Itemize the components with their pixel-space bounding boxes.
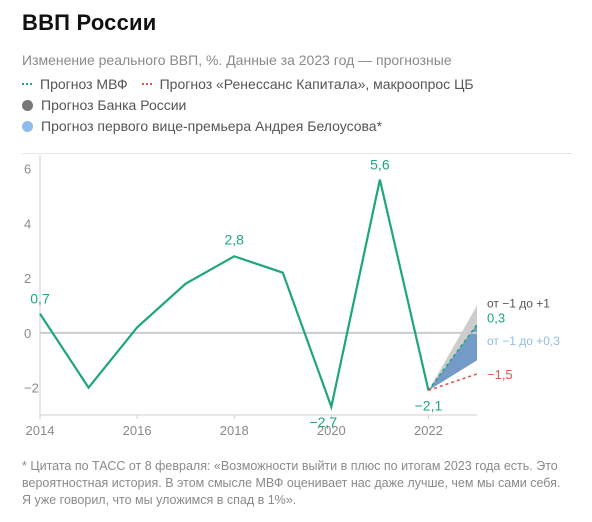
x-tick-label: 2016 <box>123 423 152 438</box>
legend-item-belousov: Прогноз первого вице-премьера Андрея Бел… <box>22 118 382 134</box>
x-tick-label: 2022 <box>414 423 443 438</box>
range-label-cbr: от −1 до +1 <box>487 297 550 311</box>
data-label: 0,7 <box>30 291 50 307</box>
legend-swatch-renaissance <box>141 83 152 85</box>
legend-swatch-cbr <box>22 99 33 111</box>
legend-item-imf: Прогноз МВФ <box>22 76 128 92</box>
data-label: −2,7 <box>310 414 338 430</box>
y-tick-label: 0 <box>24 326 31 341</box>
legend-label-belousov: Прогноз первого вице-премьера Андрея Бел… <box>41 118 383 134</box>
x-tick-label: 2018 <box>220 423 249 438</box>
axes: 6 4 2 0 −2 2014 2016 2018 2020 2022 <box>24 155 477 438</box>
legend-item-renaissance: Прогноз «Ренессанс Капитала», макроопрос… <box>141 76 474 92</box>
series-line-imf <box>427 324 478 391</box>
x-tick-label: 2020 <box>317 423 346 438</box>
series-line-renaissance <box>428 373 478 392</box>
legend-row-1: Прогноз МВФ Прогноз «Ренессанс Капитала»… <box>22 76 488 92</box>
data-label: 2,8 <box>224 231 244 247</box>
legend-label-imf: Прогноз МВФ <box>40 76 128 92</box>
chart-title: ВВП России <box>22 10 157 35</box>
legend-swatch-belousov <box>22 120 33 132</box>
footnote: * Цитата по ТАСС от 8 февраля: «Возможно… <box>22 459 561 507</box>
legend-label-cbr: Прогноз Банка России <box>41 97 187 113</box>
y-tick-label: 2 <box>24 271 31 286</box>
forecast-ranges <box>428 305 477 391</box>
y-tick-label: −2 <box>24 381 39 396</box>
legend-label-renaissance: Прогноз «Ренессанс Капитала», макроопрос… <box>159 76 474 92</box>
data-labels: 0,7 2,8 −2,7 5,6 −2,1 от −1 до +10,3 от −1 до … <box>30 157 560 430</box>
forecast-range-cbr <box>428 305 477 391</box>
chart-canvas: 6 4 2 0 −2 2014 2016 2018 2020 2022 0,7 2,8 −2,7 5,6… <box>24 155 560 438</box>
legend-swatch-imf <box>22 83 32 85</box>
end-label-imf: 0,3 <box>487 311 505 326</box>
chart-subtitle: Изменение реального ВВП, %. Данные за 20… <box>22 52 452 68</box>
series-line-actual <box>39 179 430 411</box>
series <box>39 179 478 411</box>
data-label: 5,6 <box>370 157 390 173</box>
end-label-renaissance: −1,5 <box>487 367 513 382</box>
data-label: −2,1 <box>415 397 443 413</box>
y-tick-label: 4 <box>24 216 31 231</box>
header-divider <box>22 153 572 154</box>
legend-item-cbr: Прогноз Банка России <box>22 97 186 113</box>
x-tick-label: 2014 <box>26 423 55 438</box>
range-label-belousov: от −1 до +0,3 <box>487 334 560 348</box>
y-tick-label: 6 <box>24 162 31 177</box>
